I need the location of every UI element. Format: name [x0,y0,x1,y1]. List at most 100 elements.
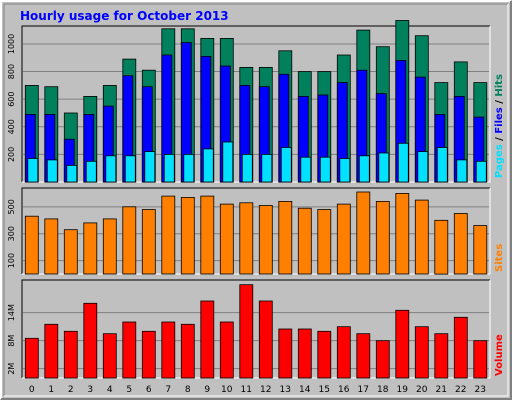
bar-volume [278,328,293,379]
x-tick-label: 14 [299,385,311,395]
legend-entry: Sites [494,244,505,272]
bar-volume [63,330,78,379]
bar-sites [141,209,156,275]
legend-entry: / [494,134,505,145]
plot-area-sites [22,188,490,274]
bar-pages [66,164,78,183]
legend-volume: Volume [494,334,505,376]
bar-pages [202,148,214,183]
x-tick-label: 6 [146,385,152,395]
bar-volume [434,333,449,379]
bar-pages [456,159,468,183]
y-tick-label: 300 [7,226,16,241]
bar-sites [473,225,488,275]
bar-pages [144,151,156,183]
y-tick-label: 400 [7,119,16,134]
bar-sites [453,213,468,275]
x-tick-label: 9 [204,385,210,395]
x-tick-label: 15 [319,385,330,395]
bar-pages [85,160,97,183]
bar-pages [124,155,136,183]
bar-sites [102,218,117,275]
bar-pages [222,141,234,183]
x-tick-label: 7 [165,385,171,395]
plot-area-volume [22,280,490,378]
y-tick-label: 200 [7,147,16,162]
bar-sites [375,200,390,275]
bar-volume [258,300,273,379]
bar-volume [297,328,312,379]
plot-border-bottom-right [22,26,491,183]
bar-sites [414,199,429,275]
bar-volume [122,321,137,379]
plot-border-top-left [21,187,490,274]
bar-pages [339,158,351,183]
x-tick-label: 5 [126,385,132,395]
x-tick-label: 18 [377,385,389,395]
x-tick-label: 21 [436,385,447,395]
bar-sites [336,203,351,275]
x-tick-label: 8 [185,385,191,395]
bar-volume [161,321,176,379]
x-tick-label: 13 [280,385,291,395]
bar-pages [27,158,39,183]
bar-volume [375,340,390,379]
legend-sites: Sites [494,244,505,272]
x-tick-label: 0 [29,385,35,395]
x-tick-label: 23 [475,385,486,395]
bar-volume [44,323,59,379]
bar-sites [434,219,449,275]
bar-volume [317,330,332,379]
bar-pages [261,153,273,183]
bar-sites [356,191,371,275]
y-tick-label: 800 [7,64,16,79]
plot-border-top-left [21,279,490,378]
bar-sites [317,209,332,275]
x-tick-label: 12 [260,385,271,395]
plot-border-bottom-right [22,280,491,379]
bar-pages [417,151,429,183]
bar-volume [414,326,429,379]
x-tick-label: 10 [221,385,233,395]
y-tick-label: 100 [7,253,16,268]
x-tick-label: 22 [455,385,466,395]
x-tick-label: 1 [48,385,54,395]
legend-entry: Pages [494,144,505,178]
bar-volume [83,302,98,379]
bar-pages [300,156,312,183]
bar-volume [239,284,254,379]
x-tick-label: 11 [241,385,252,395]
legend-hits-files-pages: Pages / Files / Hits [494,74,505,178]
bar-sites [297,207,312,275]
plot-area-hits-files-pages [22,26,490,182]
bar-pages [358,155,370,183]
bar-volume [180,323,195,379]
bar-volume [336,326,351,379]
bar-pages [378,152,390,183]
bar-sites [122,206,137,275]
plot-border-top-left [21,25,490,182]
y-tick-label: 1000 [7,34,16,54]
bar-sites [44,218,59,275]
legend-entry: Volume [494,334,505,376]
y-tick-label: 600 [7,92,16,107]
bar-sites [180,196,195,275]
bar-volume [219,321,234,379]
x-tick-label: 3 [87,385,93,395]
bar-pages [280,147,292,183]
x-tick-label: 2 [68,385,74,395]
bar-volume [356,333,371,379]
bar-sites [200,195,215,275]
bar-sites [239,202,254,275]
frame-inner-highlight [4,4,509,397]
bar-volume [395,309,410,379]
bar-sites [219,203,234,275]
bar-sites [161,195,176,275]
y-tick-label: 14M [7,304,16,321]
y-tick-label: 2M [7,363,16,375]
bar-sites [63,229,78,275]
bar-volume [102,333,117,379]
